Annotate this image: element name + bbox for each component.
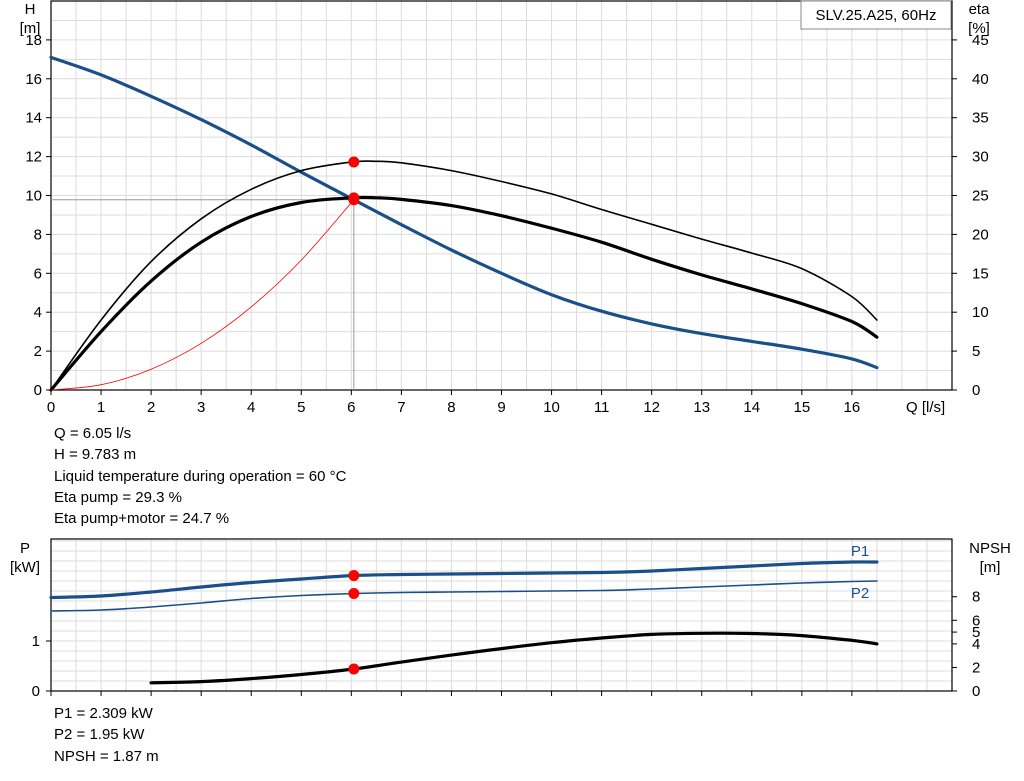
y-tick-label: 16	[25, 71, 42, 88]
y-tick-label: 14	[25, 110, 42, 127]
x-tick-label: 12	[643, 399, 660, 416]
y-right-tick-label: 2	[972, 659, 980, 676]
eta-pump-motor-value: Eta pump+motor = 24.7 %	[54, 510, 230, 528]
npsh-value: NPSH = 1.87 m	[54, 747, 159, 765]
y-right-axis-label: eta [%]	[968, 1, 990, 37]
title-box: SLV.25.A25, 60Hz	[800, 0, 952, 30]
operating-point-marker	[348, 588, 360, 599]
y-tick-label: 8	[34, 226, 42, 243]
y-right-tick-label: 20	[972, 226, 989, 243]
liquid-temperature-value: Liquid temperature during operation = 60…	[54, 467, 347, 485]
y-right-axis-label: NPSH [m]	[969, 540, 1011, 576]
y-tick-label: 0	[34, 382, 42, 399]
x-tick-label: 3	[197, 399, 205, 416]
y-right-tick-label: 15	[972, 265, 989, 282]
x-tick-label: 8	[447, 399, 455, 416]
x-tick-label: 15	[793, 399, 810, 416]
y-right-tick-label: 6	[972, 612, 980, 629]
head-curve	[49, 55, 879, 370]
eta-pump-value: Eta pump = 29.3 %	[54, 488, 182, 506]
series-label-p1: P1	[851, 543, 869, 560]
p2-value: P2 = 1.95 kW	[54, 726, 145, 744]
operating-point-marker	[348, 663, 360, 675]
y-right-tick-label: 8	[972, 589, 980, 606]
x-tick-label: 4	[247, 399, 255, 416]
p1-value: P1 = 2.309 kW	[54, 705, 153, 722]
y-tick-label: 2	[34, 343, 42, 360]
eta-pump-motor-curve	[49, 195, 879, 392]
system-curve	[50, 199, 355, 391]
x-tick-label: 7	[397, 399, 405, 416]
y-tick-label: 6	[34, 265, 42, 282]
y-right-tick-label: 0	[972, 382, 980, 399]
y-tick-label: 12	[25, 149, 42, 166]
x-axis-label: Q [l/s]	[906, 399, 945, 416]
operating-point-marker	[348, 156, 360, 168]
y-right-tick-label: 0	[972, 683, 980, 700]
x-tick-label: 6	[347, 399, 355, 416]
x-tick-label: 1	[97, 399, 105, 416]
y-right-tick-label: 5	[972, 624, 980, 641]
operating-point-marker	[348, 570, 360, 582]
head-efficiency-chart: 0 1 2 3 4 5 6 7 8 9 10 11 12 13 14 15 160246810121416180…	[20, 0, 990, 416]
x-tick-label: 10	[543, 399, 560, 416]
eta-pump-curve	[50, 160, 878, 391]
x-tick-label: 16	[844, 399, 861, 416]
y-right-tick-label: 5	[972, 343, 980, 360]
power-info: P1 = 2.309 kW P2 = 1.95 kW NPSH = 1.87 m	[54, 703, 159, 767]
y-right-tick-label: 35	[972, 110, 989, 127]
y-tick-label: 4	[34, 304, 42, 321]
chart-title: SLV.25.A25, 60Hz	[816, 7, 937, 24]
x-tick-label: 14	[743, 399, 760, 416]
y-right-tick-label: 25	[972, 188, 989, 205]
power-npsh-chart: 0 1 0 2 456 8 P [kW] NPSH [m] P1 P2	[10, 538, 1011, 700]
flow-rate-value: Q = 6.05 l/s	[54, 425, 132, 442]
x-tick-label: 0	[47, 399, 55, 416]
y-axis-label: P [kW]	[10, 540, 40, 576]
y-right-tick-label: 30	[972, 149, 989, 166]
x-tick-label: 2	[147, 399, 155, 416]
x-tick-label: 11	[594, 399, 610, 416]
p1-curve	[49, 560, 879, 600]
x-tick-label: 5	[297, 399, 305, 416]
y-right-tick-label: 4	[972, 636, 980, 653]
npsh-curve	[149, 631, 879, 685]
y-right-tick-label: 10	[972, 304, 989, 321]
y-right-tick-label: 45	[972, 32, 989, 49]
x-tick-label: 9	[497, 399, 505, 416]
y-tick-label: 18	[25, 32, 42, 49]
head-value: H = 9.783 m	[54, 446, 137, 464]
x-tick-label: 13	[693, 399, 710, 416]
y-tick-label: 10	[25, 188, 42, 205]
y-tick-label: 0	[32, 683, 40, 700]
y-right-tick-label: 40	[972, 71, 989, 88]
grid	[51, 539, 952, 691]
operating-point-marker	[348, 194, 360, 206]
grid	[51, 1, 952, 390]
p2-curve	[50, 580, 878, 612]
series-label-p2: P2	[851, 585, 869, 602]
y-axis-label: H [m]	[20, 1, 41, 37]
y-tick-label: 1	[32, 633, 40, 650]
title-box-frame	[800, 0, 952, 30]
operating-point-info: Q = 6.05 l/s H = 9.783 m Liquid temperat…	[54, 423, 346, 529]
